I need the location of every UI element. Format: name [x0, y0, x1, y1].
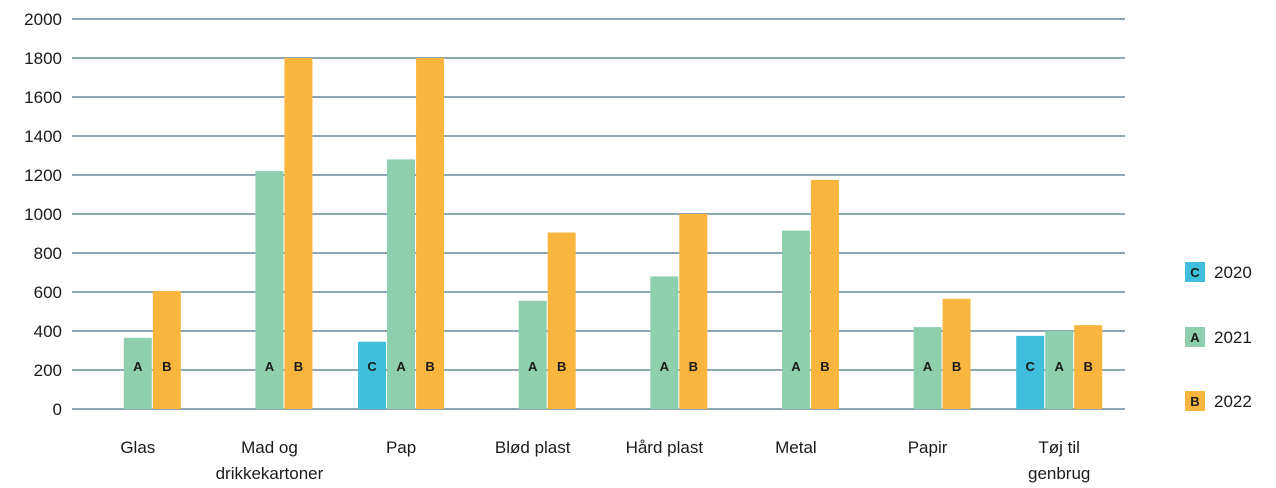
- bar: [284, 58, 313, 409]
- bar: [679, 214, 708, 409]
- category-label: Papir: [908, 438, 948, 457]
- y-tick-label: 2000: [24, 10, 62, 29]
- bar: [810, 179, 839, 409]
- legend: C 2020 A 2021 B 2022: [1185, 262, 1252, 411]
- bar: [1016, 335, 1045, 409]
- category-label-line: Blød plast: [495, 438, 571, 457]
- bar-code-label: A: [791, 359, 801, 374]
- bar: [547, 232, 576, 409]
- category-label-line: Tøj til: [1038, 438, 1080, 457]
- y-tick-label: 200: [34, 361, 62, 380]
- legend-label: 2020: [1214, 263, 1252, 282]
- y-tick-label: 600: [34, 283, 62, 302]
- bar: [518, 300, 547, 409]
- legend-swatch: [1185, 391, 1205, 411]
- bar: [942, 298, 971, 409]
- bar: [152, 291, 181, 409]
- bar: [387, 159, 416, 409]
- category-label-line: Pap: [386, 438, 416, 457]
- bar: [650, 276, 679, 409]
- category-label: Blød plast: [495, 438, 571, 457]
- category-label: Glas: [120, 438, 155, 457]
- y-tick-label: 1200: [24, 166, 62, 185]
- bar-code-label: A: [923, 359, 933, 374]
- legend-code: B: [1190, 394, 1199, 409]
- category-label-line: Hård plast: [626, 438, 704, 457]
- category-label: Hård plast: [626, 438, 704, 457]
- bar-code-label: B: [294, 359, 303, 374]
- category-label-line: Mad og: [241, 438, 298, 457]
- bar-code-label: A: [1054, 359, 1064, 374]
- category-label-line: genbrug: [1028, 464, 1090, 483]
- legend-label: 2022: [1214, 392, 1252, 411]
- bar: [358, 341, 387, 409]
- legend-code: A: [1190, 330, 1200, 345]
- bar: [255, 171, 284, 409]
- legend-swatch: [1185, 327, 1205, 347]
- category-label-line: drikkekartoner: [216, 464, 324, 483]
- category-label-line: Glas: [120, 438, 155, 457]
- bar-code-label: C: [1025, 359, 1035, 374]
- bar: [1074, 325, 1103, 409]
- legend-label: 2021: [1214, 328, 1252, 347]
- category-label: Mad og drikkekartoner: [216, 438, 324, 483]
- y-tick-label: 1800: [24, 49, 62, 68]
- bar-code-label: A: [660, 359, 670, 374]
- bar-code-label: B: [425, 359, 434, 374]
- bar-code-label: B: [557, 359, 566, 374]
- category-label: Tøj til genbrug: [1028, 438, 1090, 483]
- bar: [123, 337, 152, 409]
- category-label-line: Papir: [908, 438, 948, 457]
- category-label-line: Metal: [775, 438, 817, 457]
- gridlines: [72, 18, 1125, 410]
- bar: [1045, 331, 1074, 409]
- legend-swatch: [1185, 262, 1205, 282]
- bar-code-label: B: [952, 359, 961, 374]
- bar: [416, 58, 445, 409]
- bar-code-label: A: [396, 359, 406, 374]
- bar-code-label: B: [689, 359, 698, 374]
- y-tick-label: 1600: [24, 88, 62, 107]
- bar-code-label: B: [162, 359, 171, 374]
- y-tick-label: 1400: [24, 127, 62, 146]
- category-label: Pap: [386, 438, 416, 457]
- bars: [123, 58, 1103, 409]
- bar-code-label: A: [528, 359, 538, 374]
- bar-code-label: C: [367, 359, 377, 374]
- bar-code-label: B: [1083, 359, 1092, 374]
- bar: [913, 327, 942, 409]
- y-axis-ticks: 0 200 400 600 800 1000 1200 1400 1600 1800 2000: [24, 10, 62, 419]
- y-tick-label: 400: [34, 322, 62, 341]
- y-tick-label: 0: [53, 400, 62, 419]
- bar-code-label: B: [820, 359, 829, 374]
- bar-code-label: A: [265, 359, 275, 374]
- category-label: Metal: [775, 438, 817, 457]
- bar-code-label: A: [133, 359, 143, 374]
- x-axis-categories: Glas Mad og drikkekartoner Pap Blød plast Hår…: [120, 438, 1090, 483]
- y-tick-label: 1000: [24, 205, 62, 224]
- legend-code: C: [1190, 265, 1200, 280]
- bar: [781, 230, 810, 409]
- y-tick-label: 800: [34, 244, 62, 263]
